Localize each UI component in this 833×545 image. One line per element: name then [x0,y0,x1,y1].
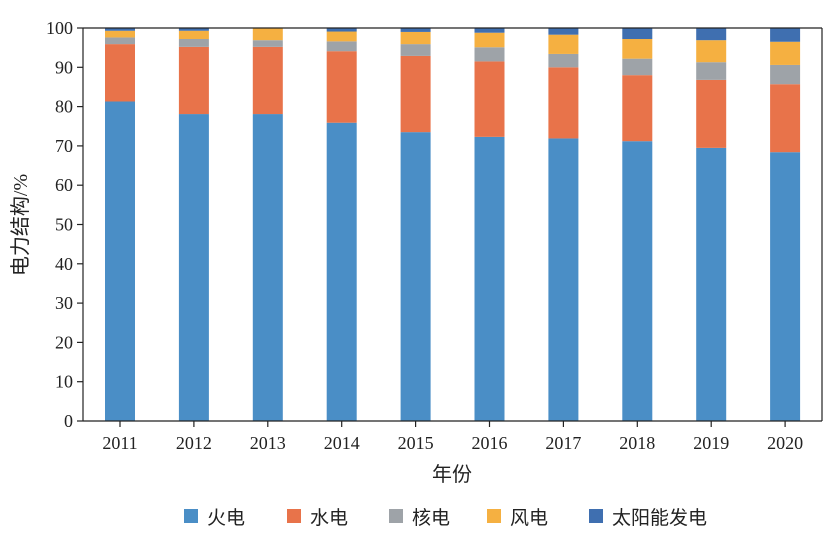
bar-segment-2011-3 [105,30,135,38]
bar-segment-2015-4 [400,28,431,32]
legend-swatch-4 [589,509,603,523]
bar-segment-2017-1 [548,67,579,139]
bar-segment-2019-1 [696,79,727,148]
y-axis-label: 电力结构/% [9,174,32,276]
bar-segment-2018-0 [622,141,653,421]
y-tick-label: 40 [55,254,73,274]
y-tick-label: 100 [46,18,73,38]
bar-segment-2011-2 [105,37,135,45]
bar-segment-2015-1 [400,55,431,133]
bar-segment-2013-1 [252,46,283,115]
legend: 火电 水电 核电 风电 太阳能发电 [184,507,707,529]
bar-segment-2020-4 [770,28,801,42]
bar-segment-2016-3 [474,32,505,48]
bar-segment-2019-4 [696,28,727,41]
y-tick-label: 20 [55,332,73,352]
bar-segment-2012-4 [178,28,209,31]
legend-swatch-2 [389,509,403,523]
x-tick-label: 2020 [767,433,803,453]
bar-segment-2016-4 [474,28,505,33]
x-tick-label: 2013 [250,433,286,453]
legend-label-0: 火电 [207,507,245,529]
legend-swatch-0 [184,509,198,523]
bar-segment-2019-0 [696,147,727,422]
bar-segment-2020-0 [770,152,801,422]
x-tick-label: 2015 [398,433,434,453]
bar-segment-2020-2 [770,64,801,85]
bar-segment-2017-4 [548,28,579,35]
bars-group [105,28,801,422]
bar-segment-2018-1 [622,75,653,142]
bar-segment-2015-3 [400,31,431,45]
bar-segment-2018-3 [622,39,653,59]
legend-swatch-1 [287,509,301,523]
bar-segment-2013-2 [252,40,283,47]
x-tick-label: 2019 [693,433,729,453]
x-ticks-group: 2011 2012 2013 2014 2015 2016 2017 2018 2019 2020 [102,421,803,453]
legend-label-2: 核电 [412,507,450,529]
bar-segment-2011-4 [105,28,135,31]
legend-label-4: 太阳能发电 [612,507,707,529]
bar-segment-2014-0 [326,122,357,421]
y-tick-label: 60 [55,175,73,195]
bar-segment-2012-1 [178,46,209,115]
bar-segment-2020-3 [770,41,801,65]
bar-segment-2019-2 [696,62,727,80]
bar-segment-2015-0 [400,132,431,421]
bar-segment-2019-3 [696,40,727,63]
bar-segment-2017-2 [548,53,579,68]
bar-segment-2020-1 [770,84,801,153]
bar-segment-2018-2 [622,58,653,76]
legend-swatch-3 [487,509,501,523]
x-tick-label: 2012 [176,433,212,453]
y-tick-label: 10 [55,372,73,392]
bar-segment-2015-2 [400,44,431,56]
y-tick-label: 30 [55,293,73,313]
y-tick-label: 90 [55,57,73,77]
x-tick-label: 2018 [619,433,655,453]
bar-segment-2017-3 [548,34,579,54]
bar-segment-2016-2 [474,47,505,62]
y-tick-label: 0 [64,411,73,431]
bar-segment-2012-0 [178,114,209,421]
y-tick-label: 50 [55,215,73,235]
bar-segment-2012-2 [178,39,209,47]
x-tick-label: 2016 [472,433,508,453]
bar-segment-2013-3 [252,28,283,41]
bar-segment-2013-0 [252,114,283,421]
bar-segment-2016-1 [474,61,505,137]
bar-segment-2016-0 [474,136,505,421]
bar-segment-2011-0 [105,101,135,421]
y-tick-label: 70 [55,136,73,156]
legend-label-3: 风电 [510,507,548,529]
bar-segment-2014-1 [326,51,357,123]
x-tick-label: 2014 [324,433,360,453]
y-tick-label: 80 [55,97,73,117]
x-tick-label: 2011 [102,433,137,453]
bar-segment-2012-3 [178,30,209,40]
x-axis-label: 年份 [432,463,472,486]
bar-segment-2017-0 [548,138,579,422]
bar-segment-2014-4 [326,28,357,32]
y-ticks-group: 0 10 20 30 40 50 60 70 80 90 100 [46,18,83,431]
legend-label-1: 水电 [310,507,348,529]
bar-segment-2014-2 [326,41,357,52]
bar-segment-2011-1 [105,44,135,102]
x-tick-label: 2017 [545,433,581,453]
bar-segment-2014-3 [326,31,357,42]
bar-segment-2018-4 [622,28,653,40]
